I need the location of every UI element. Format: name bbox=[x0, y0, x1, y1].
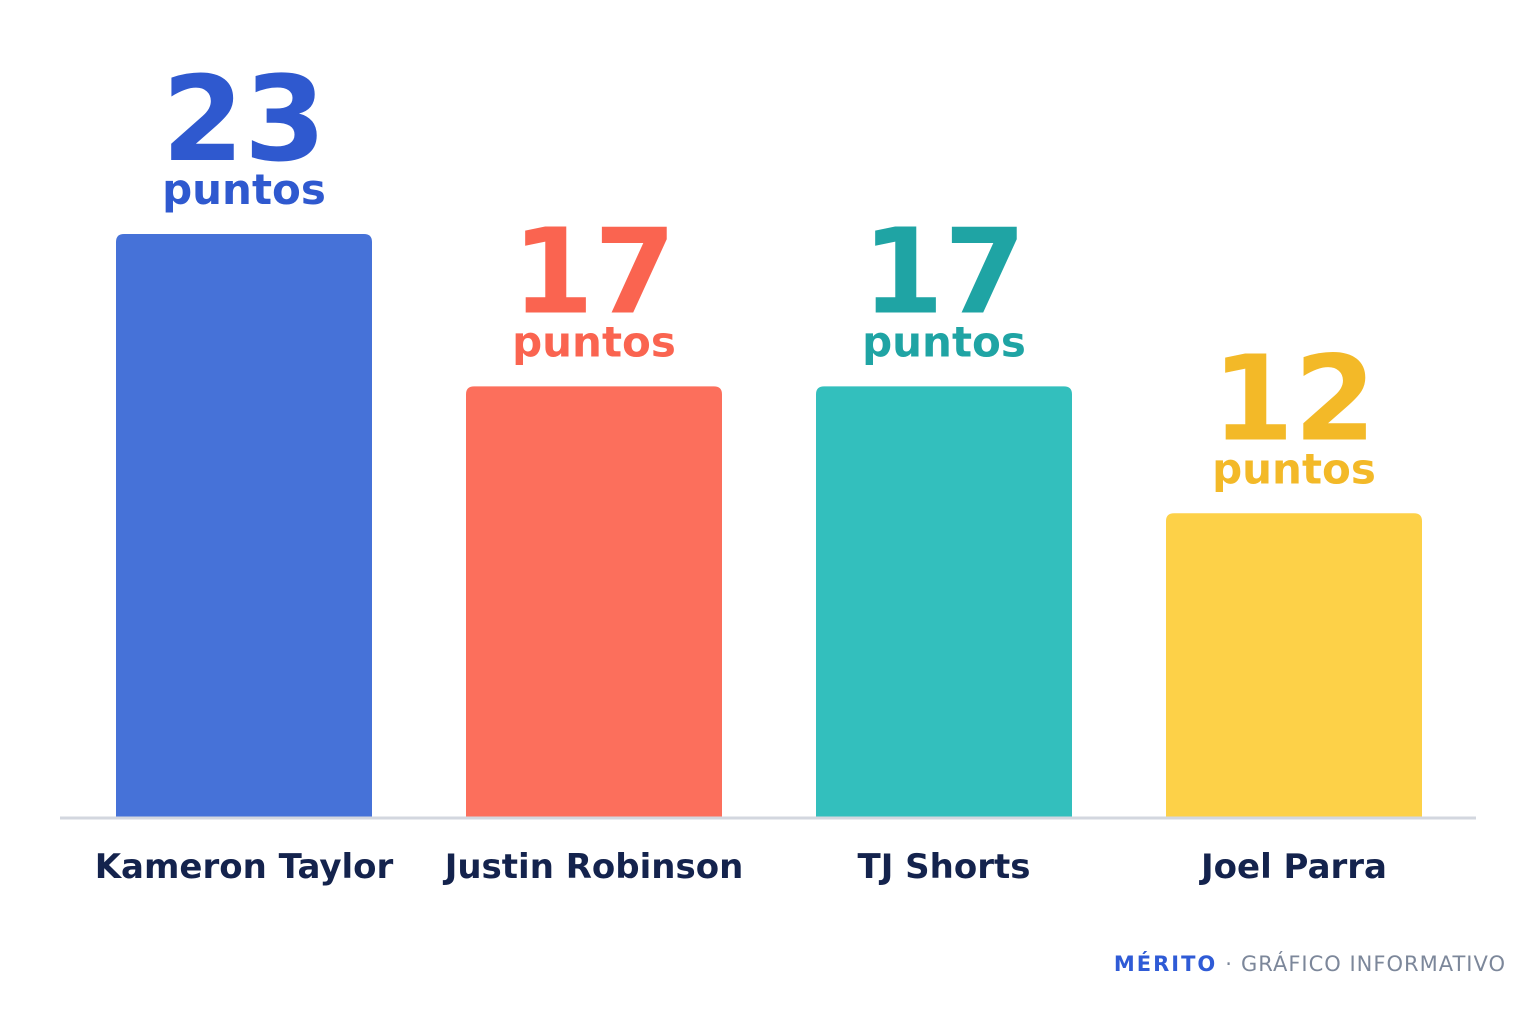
bar-kameron-taylor bbox=[116, 234, 372, 818]
footer-subtitle: GRÁFICO INFORMATIVO bbox=[1240, 952, 1506, 976]
unit-label-kameron-taylor: puntos bbox=[162, 165, 326, 214]
unit-label-justin-robinson: puntos bbox=[512, 317, 676, 366]
value-label-joel-parra: 12 bbox=[1212, 329, 1376, 467]
bar-justin-robinson bbox=[466, 386, 722, 818]
bars-layer bbox=[116, 234, 1422, 818]
footer-credit: MÉRITO · GRÁFICO INFORMATIVO bbox=[1114, 952, 1506, 976]
value-label-justin-robinson: 17 bbox=[512, 202, 676, 340]
unit-label-joel-parra: puntos bbox=[1212, 444, 1376, 493]
category-label-kameron-taylor: Kameron Taylor bbox=[95, 847, 394, 887]
category-label-justin-robinson: Justin Robinson bbox=[443, 847, 744, 887]
category-label-tj-shorts: TJ Shorts bbox=[858, 847, 1031, 887]
category-label-joel-parra: Joel Parra bbox=[1199, 847, 1387, 887]
bar-tj-shorts bbox=[816, 386, 1072, 818]
footer-separator: · bbox=[1225, 952, 1233, 976]
value-label-kameron-taylor: 23 bbox=[162, 50, 326, 188]
bar-joel-parra bbox=[1166, 513, 1422, 818]
footer-brand: MÉRITO bbox=[1113, 952, 1218, 976]
value-label-tj-shorts: 17 bbox=[862, 202, 1026, 340]
unit-label-tj-shorts: puntos bbox=[862, 317, 1026, 366]
